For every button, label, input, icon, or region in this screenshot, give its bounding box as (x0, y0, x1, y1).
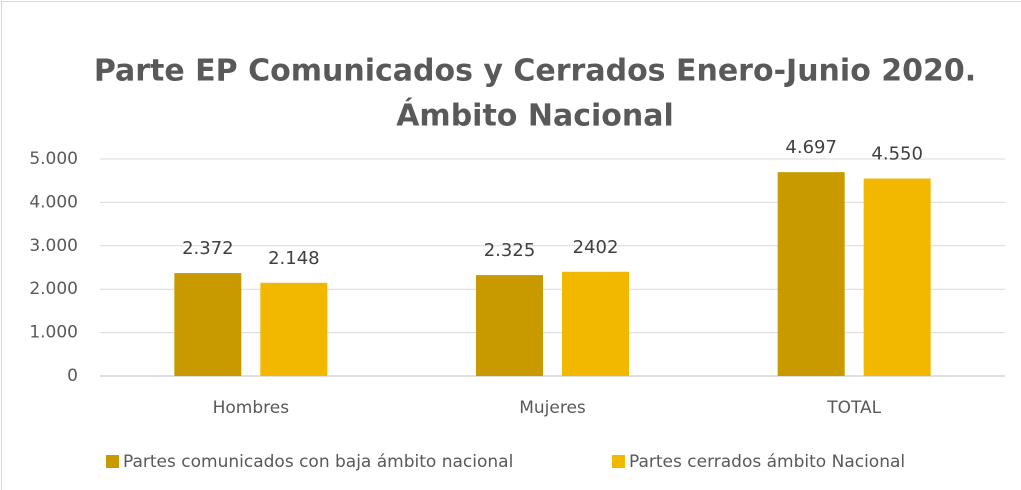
legend-swatch (106, 455, 119, 468)
y-tick-label: 2.000 (29, 279, 78, 299)
y-tick-label: 5.000 (29, 149, 78, 169)
bar (476, 275, 543, 376)
x-tick-label: Hombres (213, 398, 290, 418)
chart-title: Parte EP Comunicados y Cerrados Enero-Ju… (94, 54, 976, 89)
value-label: 4.697 (785, 137, 837, 158)
bar (863, 178, 931, 376)
bar (562, 271, 629, 376)
y-tick-label: 0 (67, 366, 78, 386)
value-label: 2.372 (182, 238, 234, 259)
chart-title: Ámbito Nacional (396, 98, 674, 134)
bar (174, 273, 242, 376)
legend-swatch (612, 455, 625, 468)
y-tick-label: 4.000 (29, 192, 78, 212)
bar (260, 282, 328, 376)
value-label: 2.148 (268, 248, 320, 269)
legend-label: Partes cerrados ámbito Nacional (629, 452, 905, 472)
value-label: 2.325 (484, 240, 536, 261)
x-tick-label: TOTAL (826, 398, 881, 418)
bar (777, 172, 845, 376)
value-label: 4.550 (871, 144, 923, 165)
value-label: 2402 (573, 237, 619, 258)
x-tick-label: Mujeres (519, 398, 586, 418)
y-tick-label: 3.000 (29, 236, 78, 256)
legend-label: Partes comunicados con baja ámbito nacio… (123, 452, 513, 472)
y-tick-label: 1.000 (29, 323, 78, 343)
